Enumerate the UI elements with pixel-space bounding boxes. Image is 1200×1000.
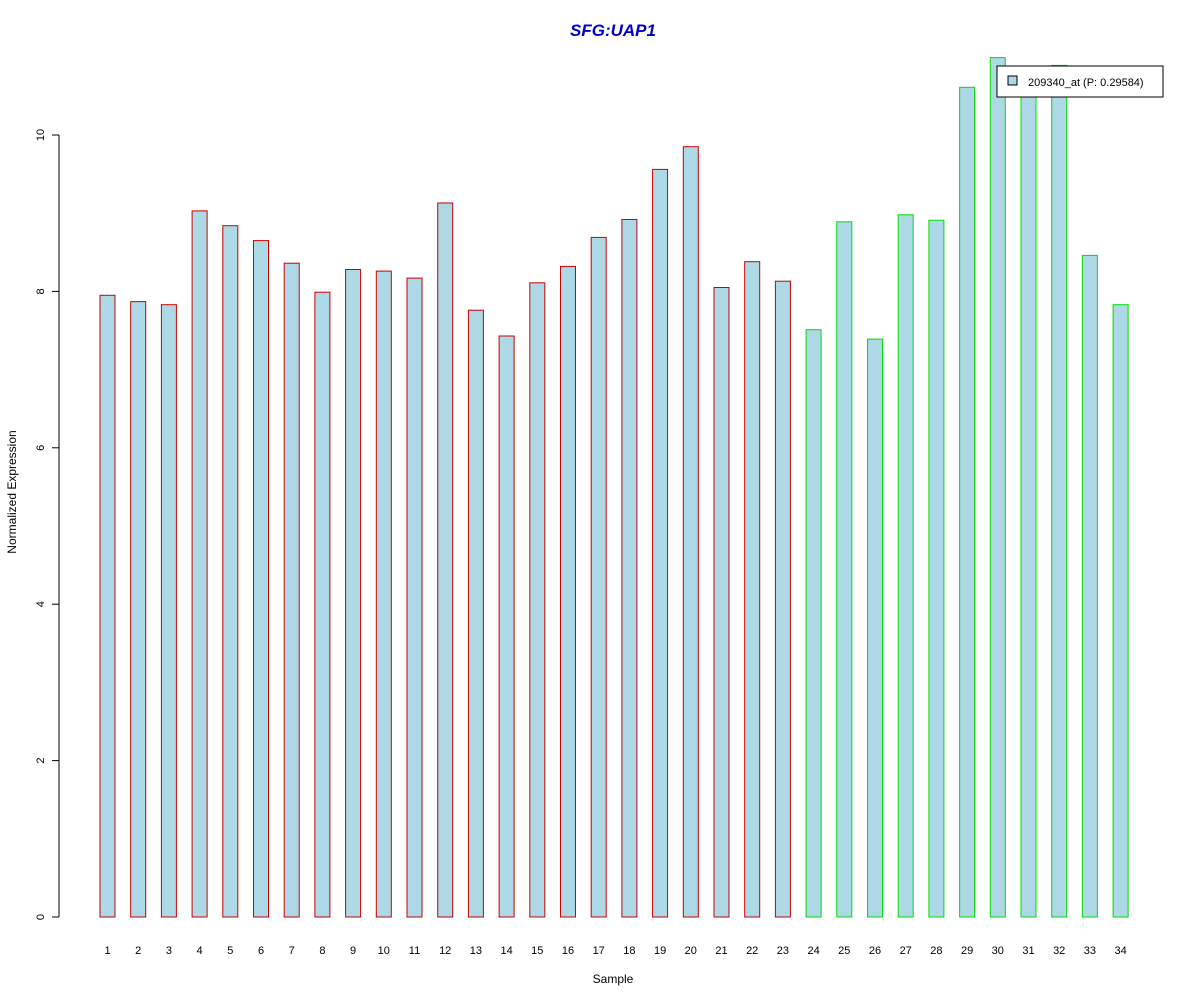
bar	[314, 291, 331, 918]
bar	[836, 221, 853, 918]
x-tick-label: 23	[777, 945, 789, 957]
bar	[529, 282, 546, 918]
x-tick-label: 16	[562, 945, 574, 957]
bar	[498, 335, 515, 918]
y-tick-label: 0	[35, 914, 47, 920]
legend: 209340_at (P: 0.29584)	[996, 65, 1164, 98]
x-tick-label: 12	[439, 945, 451, 957]
bar	[345, 269, 362, 918]
y-tick-label: 6	[35, 445, 47, 451]
x-tick-label: 6	[258, 945, 264, 957]
legend-label: 209340_at (P: 0.29584)	[1028, 77, 1144, 89]
y-tick-label: 4	[35, 601, 47, 607]
x-tick-label: 26	[869, 945, 881, 957]
x-tick-label: 28	[930, 945, 942, 957]
bar	[928, 219, 945, 918]
x-tick-label: 32	[1053, 945, 1065, 957]
bar	[1051, 64, 1068, 918]
bar	[1112, 304, 1129, 918]
x-tick-label: 31	[1022, 945, 1034, 957]
bar	[682, 146, 699, 918]
bar	[283, 262, 300, 918]
x-tick-label: 24	[807, 945, 819, 957]
bar	[222, 225, 239, 918]
x-tick-label: 3	[166, 945, 172, 957]
bar	[867, 338, 883, 918]
x-tick-label: 4	[197, 945, 203, 957]
x-tick-label: 21	[715, 945, 727, 957]
y-axis-label: Normalized Expression	[5, 430, 19, 553]
x-tick-label: 9	[350, 945, 356, 957]
bar	[375, 270, 392, 918]
bars-group	[99, 57, 1129, 918]
bar	[1081, 254, 1098, 918]
x-tick-label: 8	[319, 945, 325, 957]
x-tick-label: 10	[378, 945, 390, 957]
y-tick-label: 8	[35, 288, 47, 294]
bar	[560, 265, 576, 918]
x-tick-label: 30	[992, 945, 1004, 957]
bar	[959, 86, 976, 918]
bar	[437, 202, 454, 918]
bar	[652, 168, 669, 918]
x-tick-label: 2	[135, 945, 141, 957]
bar	[774, 280, 791, 918]
bar	[253, 240, 269, 918]
x-tick-label: 25	[838, 945, 850, 957]
x-tick-label: 18	[623, 945, 635, 957]
bar	[744, 261, 761, 918]
bar	[989, 57, 1006, 918]
bar	[130, 301, 147, 918]
x-tick-label: 14	[500, 945, 512, 957]
x-tick-label: 22	[746, 945, 758, 957]
bar	[99, 294, 116, 918]
x-tick-label: 34	[1114, 945, 1126, 957]
x-tick-label: 27	[900, 945, 912, 957]
legend-box	[996, 65, 1164, 98]
x-tick-label: 19	[654, 945, 666, 957]
y-tick-label: 10	[35, 129, 47, 141]
x-axis-label: Sample	[593, 972, 634, 986]
legend-swatch	[1007, 75, 1018, 86]
x-tick-label: 17	[593, 945, 605, 957]
y-tick-label: 2	[35, 758, 47, 764]
bar	[191, 210, 208, 918]
x-tick-label: 5	[227, 945, 233, 957]
bar	[406, 277, 423, 918]
x-tick-labels: 1 2 3 4 5 6 7 8 9 10 11 12 13 14 15 16 17 18 19 20 21 22 23 24 2…	[104, 945, 1126, 957]
x-tick-label: 13	[470, 945, 482, 957]
x-tick-label: 11	[409, 945, 420, 957]
bar	[160, 304, 177, 918]
x-tick-label: 15	[531, 945, 543, 957]
x-tick-label: 1	[104, 945, 110, 957]
bar	[805, 329, 822, 918]
bar	[590, 236, 607, 918]
y-axis: 0 2 4 6 8 10	[35, 129, 60, 920]
x-tick-label: 29	[961, 945, 973, 957]
chart-title: SFG:UAP1	[570, 21, 656, 40]
x-tick-label: 33	[1084, 945, 1096, 957]
bar	[621, 219, 638, 918]
bar	[467, 309, 484, 918]
bar	[897, 214, 914, 918]
x-tick-label: 7	[289, 945, 295, 957]
bar	[713, 287, 730, 918]
bar	[1020, 91, 1037, 918]
x-tick-label: 20	[685, 945, 697, 957]
